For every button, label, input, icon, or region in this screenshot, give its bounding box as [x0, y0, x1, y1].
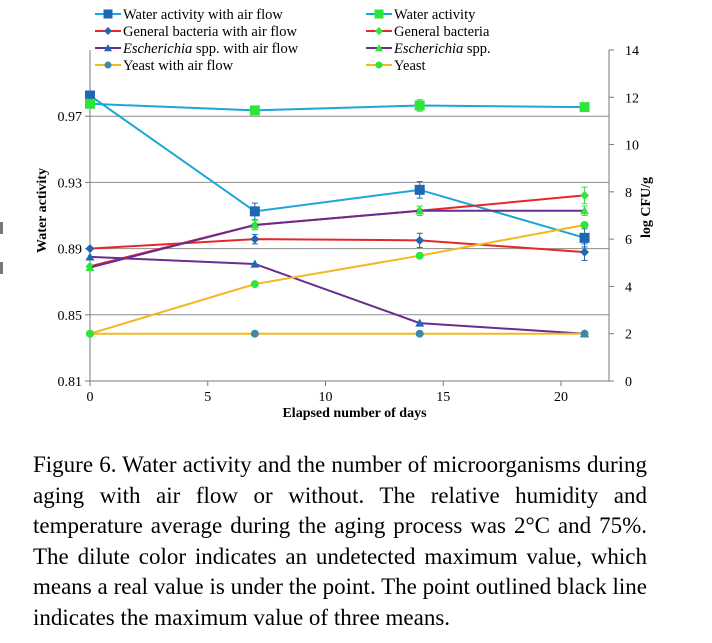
y2-axis-title: log CFU/g	[639, 177, 654, 238]
data-point	[250, 234, 260, 244]
y-tick-label: 0.89	[58, 243, 83, 258]
data-point	[580, 190, 590, 200]
data-point	[86, 329, 94, 338]
series-line	[89, 223, 585, 335]
series-line	[89, 238, 585, 254]
legend-label-text: spp.	[463, 41, 490, 57]
data-point	[250, 259, 260, 268]
data-point	[249, 206, 260, 217]
legend-swatch-marker	[375, 27, 383, 35]
legend-label-italic: Escherichia	[393, 41, 463, 57]
data-point	[415, 318, 425, 327]
chart-area: 0 5 10 15 20 0.81 0.85 0.89 0.93 0.97 0 2 4 6 8 10 12 14 E…	[0, 7, 654, 421]
edge-artifact-mark	[0, 222, 3, 234]
data-point	[415, 251, 424, 260]
legend-label-text: General bacteria	[394, 24, 490, 40]
y-tick-label: 0.93	[58, 176, 83, 191]
y2-tick-label: 4	[625, 280, 632, 295]
legend-label: Yeast with air flow	[123, 58, 234, 74]
x-tick-label: 10	[319, 390, 333, 405]
chart-svg: 0 5 10 15 20 0.81 0.85 0.89 0.93 0.97 0 2 4 6 8 10 12 14 E…	[35, 7, 654, 421]
x-tick-label: 5	[204, 390, 211, 405]
y2-tick-label: 2	[625, 328, 632, 343]
legend-label-italic: Escherichia	[122, 41, 192, 57]
legend-label: Escherichia spp. with air flow	[122, 41, 299, 57]
data-point	[85, 252, 95, 261]
legend-swatch-marker	[104, 27, 112, 35]
data-point	[85, 263, 95, 272]
x-tick-label: 0	[87, 390, 94, 405]
legend-label-text: Water activity with air flow	[123, 7, 283, 23]
data-point	[250, 220, 260, 229]
legend-label: Escherichia spp.	[393, 41, 491, 57]
x-tick-label: 15	[436, 390, 450, 405]
legend-swatch-marker	[103, 9, 113, 19]
series-line	[89, 102, 585, 112]
legend-swatch-marker	[375, 61, 383, 69]
y2-tick-label: 14	[625, 44, 639, 59]
data-point	[579, 232, 590, 243]
data-point	[579, 102, 590, 113]
legend-swatch-marker	[374, 9, 384, 19]
legend-label: Water activity with air flow	[123, 7, 283, 23]
data-point	[249, 105, 260, 116]
legend-label-text: Yeast	[394, 58, 426, 74]
y2-tick-label: 12	[625, 91, 639, 106]
legend-swatch-marker	[104, 44, 112, 52]
data-point	[580, 206, 590, 215]
data-point	[580, 220, 589, 229]
y2-tick-label: 8	[625, 186, 632, 201]
series-line	[89, 94, 585, 239]
data-point	[85, 244, 95, 254]
legend-swatch-marker	[375, 44, 383, 52]
legend-label: General bacteria	[394, 24, 490, 40]
data-point	[85, 98, 95, 109]
legend-label-text: Yeast with air flow	[123, 58, 234, 74]
series-line	[89, 194, 585, 268]
legend-label: General bacteria with air flow	[123, 24, 297, 40]
legend-label-text: spp. with air flow	[192, 41, 298, 57]
data-point	[580, 247, 590, 257]
edge-artifact-mark	[0, 262, 3, 274]
y2-tick-label: 6	[625, 233, 632, 248]
data-point	[580, 329, 589, 338]
y-tick-label: 0.85	[58, 309, 83, 324]
legend-label-text: General bacteria with air flow	[123, 24, 297, 40]
series-line	[89, 255, 585, 335]
y-tick-label: 0.97	[58, 110, 83, 125]
figure-caption: Figure 6. Water activity and the number …	[33, 452, 647, 630]
data-point	[250, 280, 259, 289]
data-point	[85, 90, 95, 101]
x-axis-title: Elapsed number of days	[282, 406, 427, 421]
legend-label: Water activity	[394, 7, 476, 23]
y2-tick-label: 10	[625, 139, 639, 154]
data-point	[414, 100, 425, 111]
y2-tick-label: 0	[625, 375, 632, 390]
legend-swatch-marker	[104, 61, 112, 69]
data-point	[414, 184, 425, 195]
data-point	[415, 206, 425, 215]
data-point	[250, 329, 259, 338]
legend-label: Yeast	[394, 58, 426, 74]
legend-label-text: Water activity	[394, 7, 476, 23]
series-line	[89, 209, 585, 269]
x-tick-label: 20	[554, 390, 568, 405]
y-tick-label: 0.81	[58, 375, 83, 390]
data-point	[415, 235, 425, 245]
data-point	[415, 329, 424, 338]
y-axis-title: Water activity	[35, 168, 50, 253]
